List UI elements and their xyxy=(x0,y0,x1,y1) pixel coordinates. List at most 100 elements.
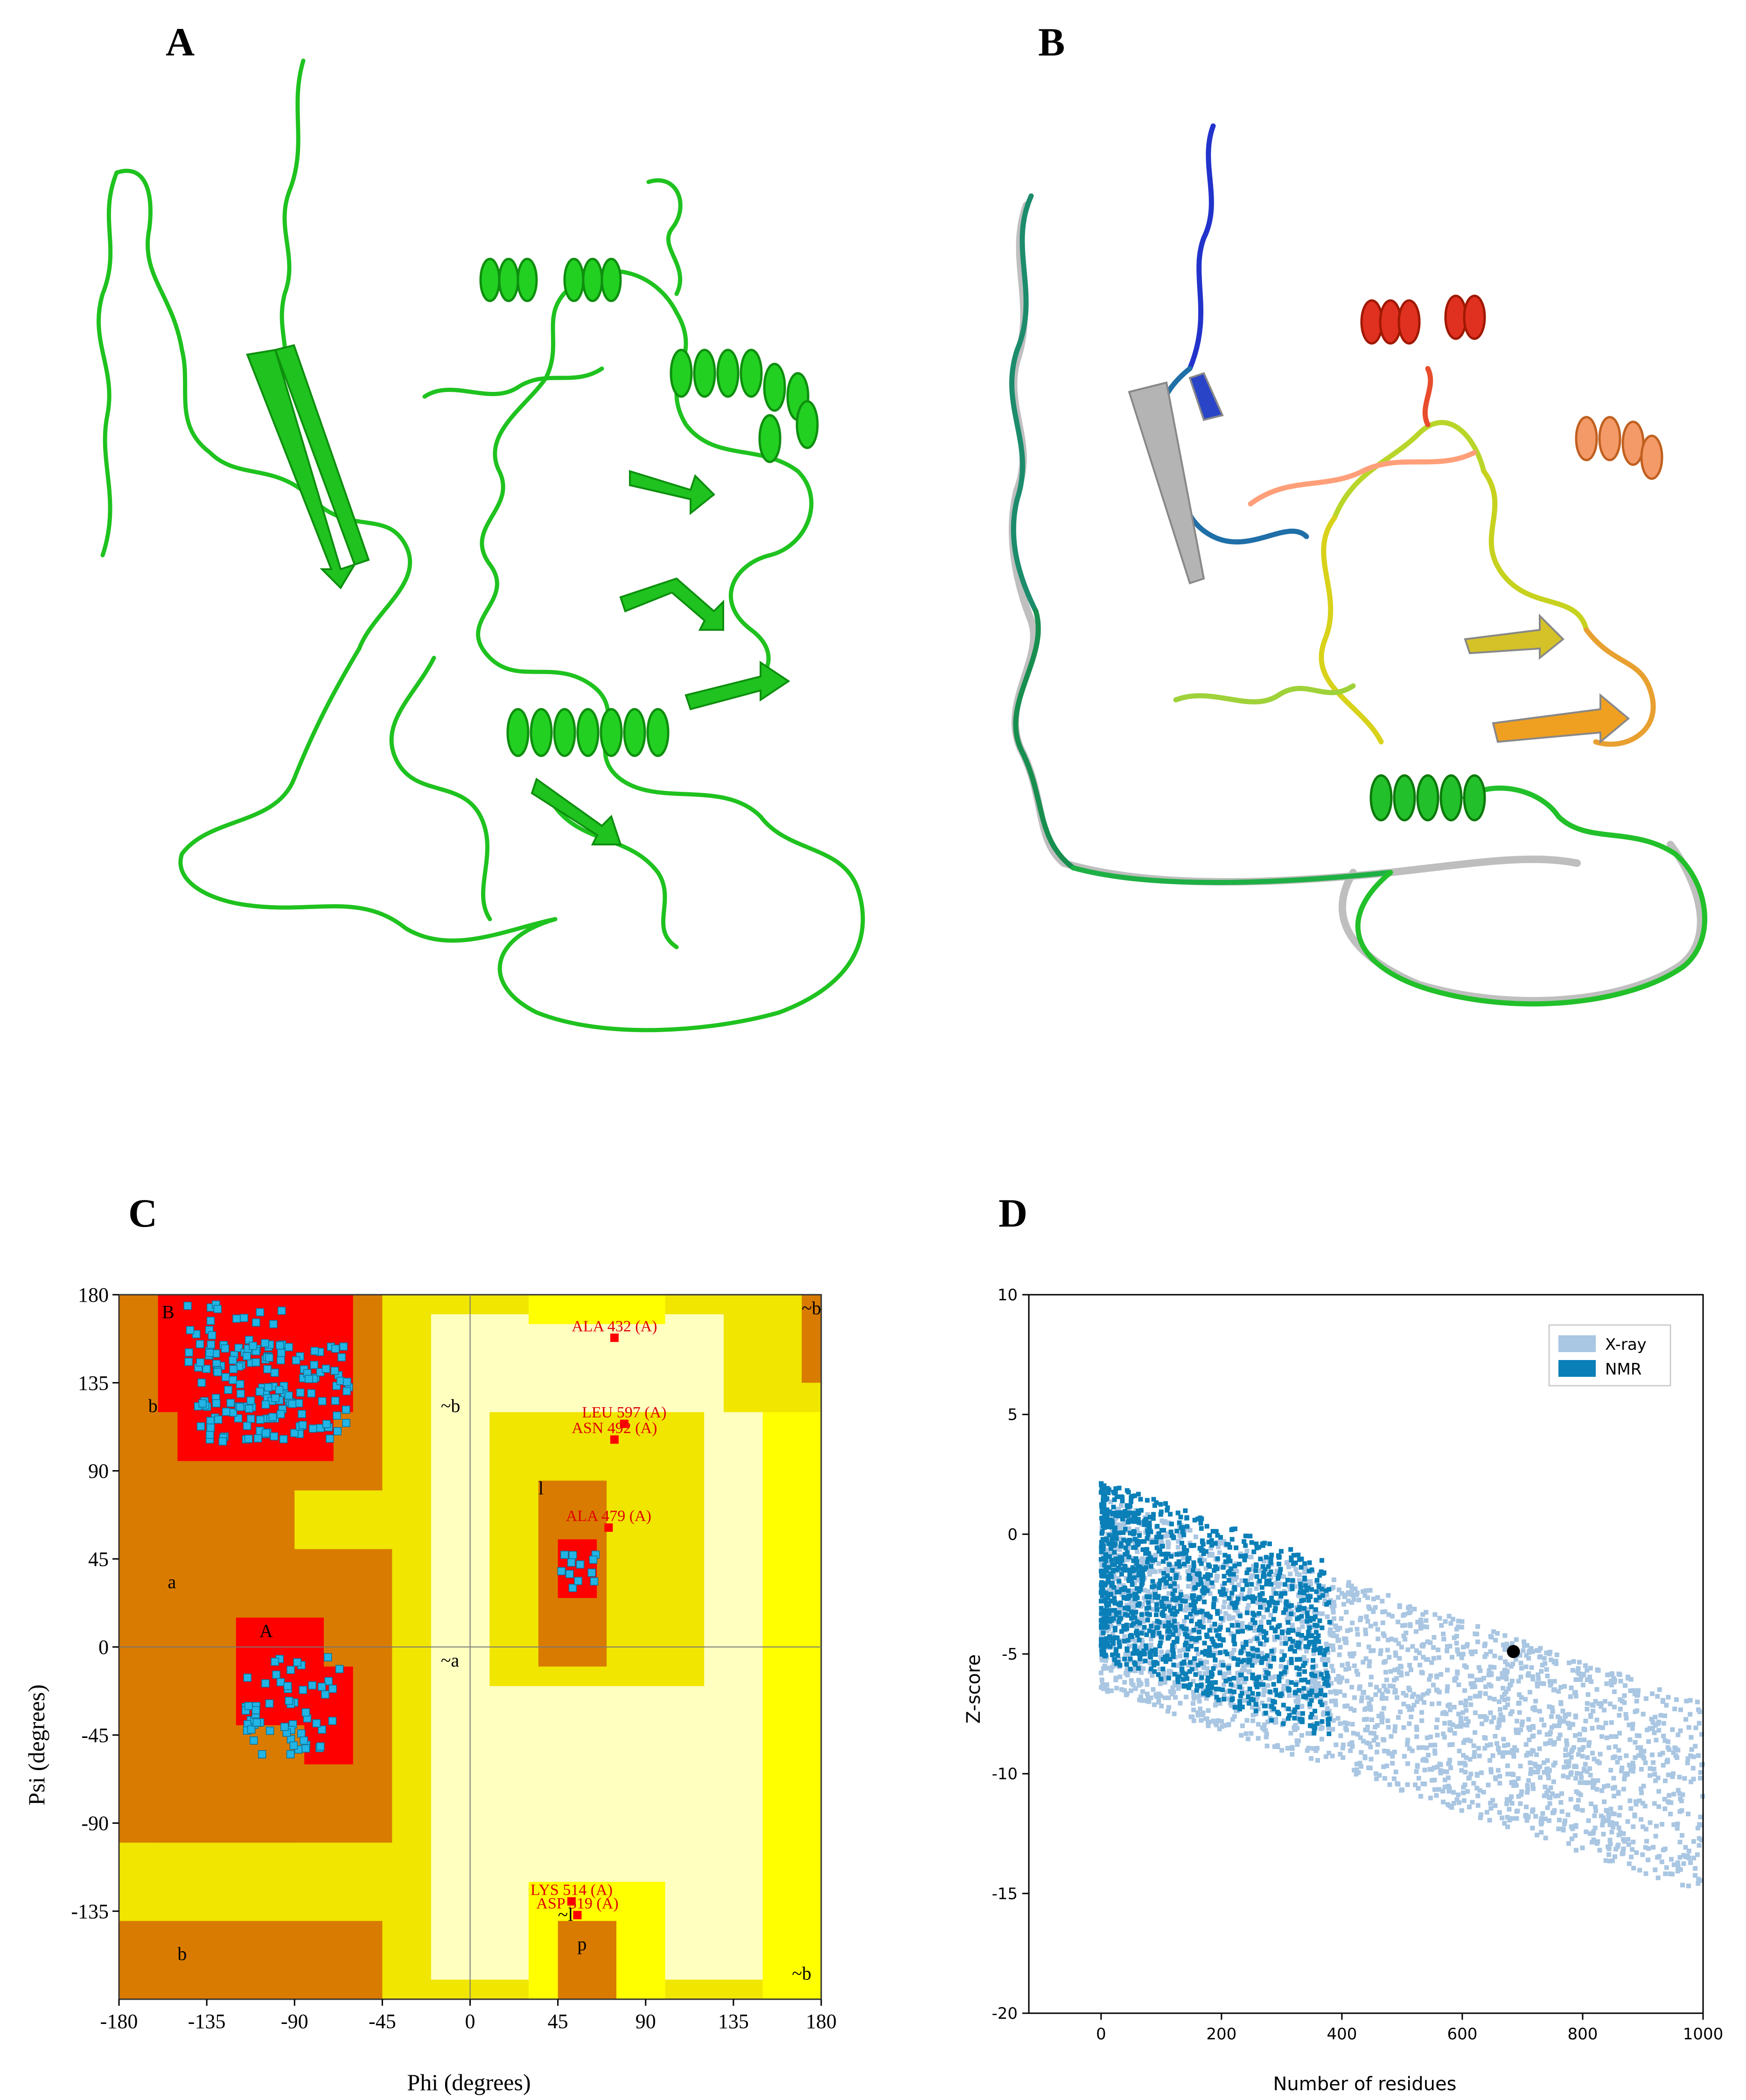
xray-point xyxy=(1323,1701,1328,1706)
residue-point xyxy=(243,1352,251,1360)
xray-point xyxy=(1502,1647,1508,1652)
xray-point xyxy=(1217,1550,1222,1555)
xray-point xyxy=(1188,1714,1194,1719)
xray-point xyxy=(1686,1725,1691,1730)
nmr-point xyxy=(1303,1677,1308,1682)
xray-point xyxy=(1628,1688,1633,1693)
nmr-point xyxy=(1129,1634,1134,1640)
xray-point xyxy=(1488,1710,1493,1715)
xray-point xyxy=(1447,1758,1453,1763)
xray-point xyxy=(1634,1801,1639,1807)
xray-point xyxy=(1691,1856,1697,1861)
nmr-point xyxy=(1266,1564,1271,1569)
xray-point xyxy=(1371,1608,1376,1613)
xray-point xyxy=(1631,1765,1636,1770)
residue-point xyxy=(318,1397,327,1405)
xray-point xyxy=(1329,1604,1334,1609)
nmr-point xyxy=(1144,1632,1149,1637)
nmr-point xyxy=(1258,1625,1264,1630)
xray-point xyxy=(1540,1662,1545,1667)
xray-point xyxy=(1350,1620,1355,1626)
xray-point xyxy=(1264,1731,1269,1737)
nmr-point xyxy=(1138,1497,1143,1502)
xray-point xyxy=(1441,1632,1446,1637)
coil-segment xyxy=(674,310,814,558)
xray-point xyxy=(1352,1695,1357,1700)
xray-point xyxy=(1327,1709,1332,1714)
xray-point xyxy=(1139,1643,1145,1648)
beta-strand xyxy=(1188,372,1224,421)
xray-point xyxy=(1162,1675,1167,1680)
nmr-point xyxy=(1313,1614,1318,1619)
xray-point xyxy=(1099,1658,1104,1663)
nmr-point xyxy=(1141,1648,1146,1653)
xray-point xyxy=(1566,1763,1571,1768)
xray-point xyxy=(1460,1652,1466,1657)
nmr-point xyxy=(1311,1617,1316,1622)
nmr-point xyxy=(1215,1533,1220,1538)
xray-point xyxy=(1563,1747,1568,1752)
nmr-point xyxy=(1207,1628,1212,1633)
xray-point xyxy=(1396,1641,1401,1646)
xray-point xyxy=(1640,1800,1645,1806)
xray-point xyxy=(1674,1697,1679,1702)
nmr-point xyxy=(1240,1629,1245,1634)
xray-point xyxy=(1105,1628,1110,1633)
nmr-point xyxy=(1325,1711,1330,1716)
nmr-point xyxy=(1188,1612,1193,1617)
xray-point xyxy=(1206,1723,1211,1728)
xray-point xyxy=(1189,1573,1194,1578)
nmr-point xyxy=(1215,1611,1220,1616)
xray-point xyxy=(1488,1742,1493,1747)
xray-point xyxy=(1506,1686,1511,1691)
xray-point xyxy=(1133,1638,1138,1643)
nmr-point xyxy=(1159,1535,1164,1540)
xray-point xyxy=(1352,1768,1357,1773)
nmr-point xyxy=(1199,1581,1204,1586)
xray-point xyxy=(1135,1660,1140,1666)
xray-point xyxy=(1421,1654,1426,1660)
nmr-point xyxy=(1199,1561,1204,1566)
xray-point xyxy=(1140,1619,1145,1624)
nmr-point xyxy=(1205,1588,1210,1593)
nmr-point xyxy=(1194,1688,1199,1693)
xray-point xyxy=(1582,1737,1587,1743)
xray-point xyxy=(1670,1774,1675,1779)
xray-point xyxy=(1176,1629,1181,1634)
xray-point xyxy=(1245,1606,1250,1612)
xray-point xyxy=(1475,1639,1481,1644)
xray-point xyxy=(1585,1707,1590,1712)
nmr-point xyxy=(1121,1530,1126,1535)
nmr-point xyxy=(1203,1549,1208,1554)
nmr-point xyxy=(1158,1502,1163,1507)
xray-point xyxy=(1441,1731,1446,1737)
xray-point xyxy=(1209,1552,1215,1557)
xray-point xyxy=(1354,1592,1359,1598)
nmr-point xyxy=(1174,1609,1180,1614)
y-tick-label: -135 xyxy=(71,1900,109,1923)
xray-point xyxy=(1576,1666,1581,1671)
xray-point xyxy=(1367,1701,1372,1706)
xray-point xyxy=(1467,1757,1473,1762)
nmr-point xyxy=(1231,1656,1236,1661)
xray-point xyxy=(1251,1563,1256,1569)
xray-point xyxy=(1162,1519,1167,1524)
xray-point xyxy=(1486,1673,1491,1678)
nmr-point xyxy=(1288,1647,1293,1652)
xray-point xyxy=(1175,1584,1180,1589)
nmr-point xyxy=(1206,1562,1211,1567)
nmr-point xyxy=(1201,1599,1207,1605)
xray-point xyxy=(1369,1697,1374,1702)
xray-point xyxy=(1493,1638,1498,1643)
nmr-point xyxy=(1285,1577,1290,1583)
xray-point xyxy=(1115,1507,1120,1512)
nmr-point xyxy=(1123,1552,1128,1557)
xray-point xyxy=(1279,1649,1285,1654)
nmr-point xyxy=(1223,1678,1229,1683)
nmr-point xyxy=(1107,1554,1112,1559)
xray-point xyxy=(1197,1699,1202,1704)
xray-point xyxy=(1656,1789,1662,1794)
xray-point xyxy=(1545,1772,1550,1777)
xray-point xyxy=(1386,1724,1391,1730)
xray-point xyxy=(1576,1752,1581,1757)
